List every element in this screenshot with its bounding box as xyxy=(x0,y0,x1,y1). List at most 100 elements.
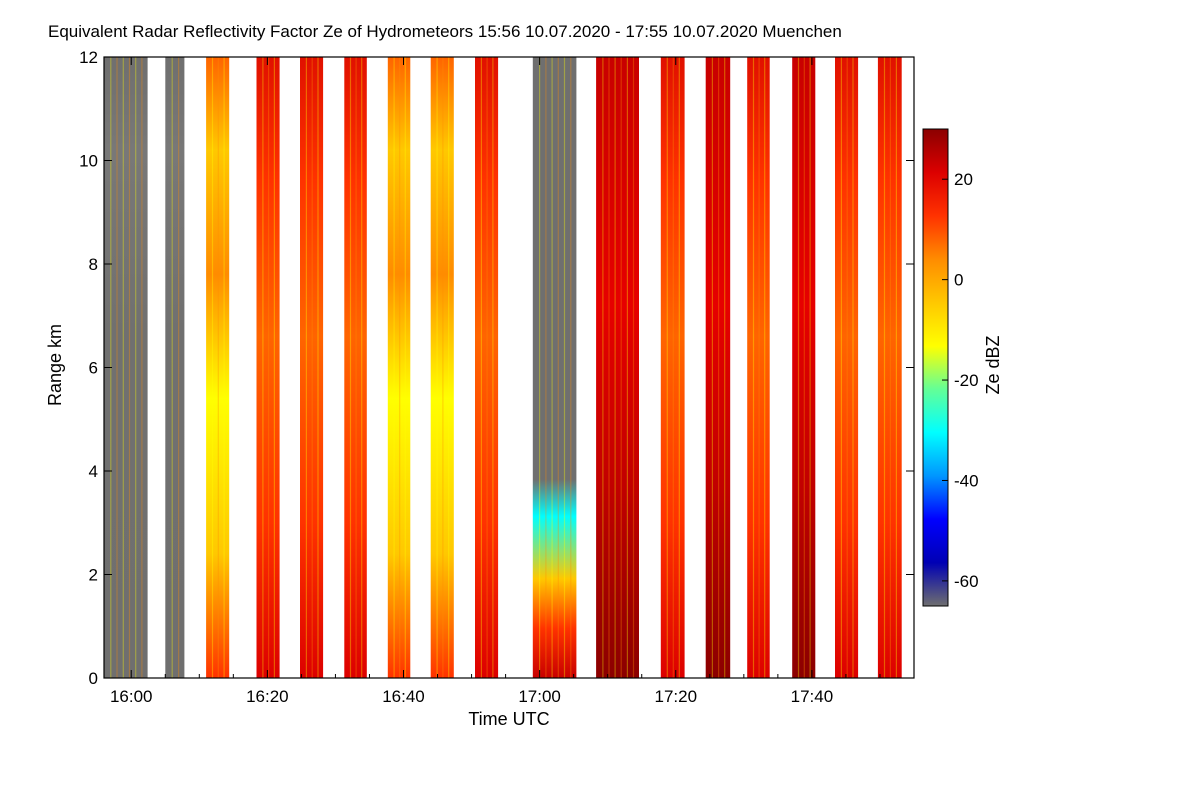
data-streak xyxy=(752,57,755,678)
data-streak xyxy=(620,57,622,678)
data-segment xyxy=(165,57,185,678)
x-axis-label: Time UTC xyxy=(468,709,549,729)
data-streak xyxy=(349,57,352,678)
data-segment xyxy=(705,57,731,678)
data-segment xyxy=(387,57,411,678)
colorbar-axis: 20 0 -20 -40 -60 xyxy=(942,170,979,591)
data-segment xyxy=(256,57,280,678)
data-streak xyxy=(217,57,219,678)
data-segment xyxy=(300,57,324,678)
data-streak xyxy=(262,57,264,678)
data-streak xyxy=(273,57,275,678)
data-streak xyxy=(211,57,214,678)
data-streak xyxy=(492,57,494,678)
y-axis-label: Range km xyxy=(45,324,65,406)
data-streak xyxy=(311,57,313,678)
data-streak xyxy=(551,57,553,678)
colorbar-tick-label: -20 xyxy=(954,371,979,390)
data-streak xyxy=(809,57,811,678)
data-streak xyxy=(563,57,566,678)
data-streak xyxy=(171,57,173,678)
data-streak xyxy=(545,57,547,678)
y-tick-label: 0 xyxy=(89,669,98,688)
data-streak xyxy=(116,57,118,678)
data-streak xyxy=(840,57,842,678)
x-tick-label: 16:00 xyxy=(110,687,153,706)
data-segment xyxy=(747,57,770,678)
data-streak xyxy=(135,57,137,678)
data-streak xyxy=(764,57,766,678)
colorbar-tick-label: -40 xyxy=(954,471,979,490)
data-streak xyxy=(758,57,760,678)
data-streak xyxy=(486,57,488,678)
data-streak xyxy=(883,57,886,678)
data-streak xyxy=(317,57,319,678)
x-tick-label: 16:40 xyxy=(382,687,425,706)
data-streak xyxy=(557,57,559,678)
data-streak xyxy=(448,57,450,678)
data-streak xyxy=(666,57,668,678)
chart-title: Equivalent Radar Reflectivity Factor Ze … xyxy=(48,22,842,41)
data-streak xyxy=(305,57,307,678)
data-streak xyxy=(361,57,363,678)
data-streak xyxy=(724,57,726,678)
y-tick-label: 6 xyxy=(89,359,98,378)
data-streak xyxy=(570,57,572,678)
colorbar-tick-label: -60 xyxy=(954,572,979,591)
x-tick-label: 17:20 xyxy=(654,687,697,706)
y-tick-label: 10 xyxy=(79,152,98,171)
colorbar-tick-label: 20 xyxy=(954,170,973,189)
data-segment xyxy=(660,57,685,678)
x-tick-label: 16:20 xyxy=(246,687,289,706)
data-streak xyxy=(852,57,854,678)
data-streak xyxy=(608,57,610,678)
colorbar-label: Ze dBZ xyxy=(983,335,1003,394)
y-tick-label: 8 xyxy=(89,255,98,274)
data-segment xyxy=(430,57,454,678)
data-streak xyxy=(480,57,482,678)
data-streak xyxy=(442,57,444,678)
colorbar xyxy=(922,128,949,607)
y-tick-label: 4 xyxy=(89,462,98,481)
data-streak xyxy=(128,57,131,678)
data-streak xyxy=(672,57,674,678)
data-segment xyxy=(532,57,577,678)
data-streak xyxy=(632,57,635,678)
data-streak xyxy=(393,57,395,678)
data-segment xyxy=(792,57,816,678)
data-segment xyxy=(344,57,367,678)
data-streak xyxy=(141,57,143,678)
x-tick-label: 17:00 xyxy=(518,687,561,706)
data-streak xyxy=(797,57,800,678)
data-segment xyxy=(596,57,639,678)
colorbar-tick-label: 0 xyxy=(954,271,963,290)
y-axis: 0 2 4 6 8 10 12 xyxy=(79,48,914,688)
data-streak xyxy=(399,57,401,678)
y-tick-label: 2 xyxy=(89,566,98,585)
plot-area xyxy=(104,57,902,678)
data-streak xyxy=(223,57,225,678)
data-streak xyxy=(355,57,357,678)
data-segment xyxy=(475,57,499,678)
data-streak xyxy=(803,57,805,678)
data-streak xyxy=(602,57,604,678)
data-streak xyxy=(718,57,720,678)
x-tick-label: 17:40 xyxy=(791,687,834,706)
data-streak xyxy=(178,57,180,678)
data-streak xyxy=(122,57,124,678)
data-streak xyxy=(626,57,628,678)
data-streak xyxy=(678,57,680,678)
data-segment xyxy=(835,57,859,678)
data-streak xyxy=(846,57,848,678)
data-segment xyxy=(877,57,902,678)
x-axis: 16:00 16:20 16:40 17:00 17:20 17:40 xyxy=(110,57,915,706)
data-streak xyxy=(711,57,713,678)
data-segment xyxy=(206,57,230,678)
data-streak xyxy=(404,57,406,678)
data-streak xyxy=(614,57,616,678)
data-streak xyxy=(268,57,270,678)
data-streak xyxy=(539,57,541,678)
y-tick-label: 12 xyxy=(79,48,98,67)
data-streak xyxy=(895,57,897,678)
